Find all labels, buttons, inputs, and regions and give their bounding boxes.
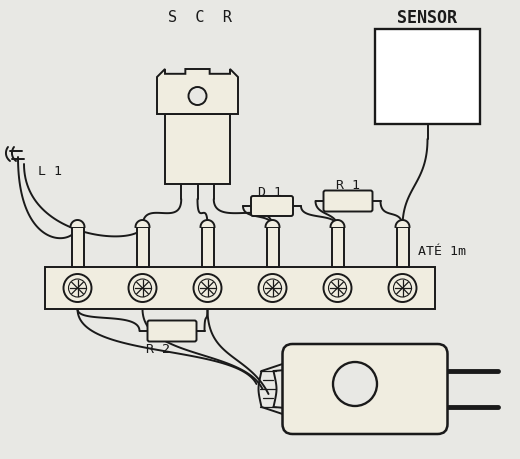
- Bar: [332, 228, 344, 268]
- Circle shape: [394, 280, 411, 297]
- Circle shape: [323, 274, 352, 302]
- Text: R 1: R 1: [336, 179, 360, 192]
- Circle shape: [333, 362, 377, 406]
- FancyBboxPatch shape: [148, 321, 197, 342]
- FancyBboxPatch shape: [251, 196, 293, 217]
- Bar: [137, 228, 149, 268]
- Wedge shape: [266, 220, 280, 228]
- Circle shape: [134, 280, 151, 297]
- Circle shape: [329, 280, 346, 297]
- Bar: [397, 228, 409, 268]
- Bar: [45, 268, 435, 309]
- Text: L 1: L 1: [38, 165, 62, 178]
- Wedge shape: [136, 220, 150, 228]
- Circle shape: [69, 280, 86, 297]
- Circle shape: [388, 274, 417, 302]
- Polygon shape: [157, 70, 238, 115]
- Circle shape: [193, 274, 222, 302]
- Bar: [202, 228, 214, 268]
- FancyBboxPatch shape: [323, 191, 372, 212]
- Circle shape: [258, 274, 287, 302]
- Wedge shape: [201, 220, 215, 228]
- Bar: [72, 228, 84, 268]
- Circle shape: [199, 280, 216, 297]
- Text: R 2: R 2: [146, 343, 170, 356]
- Circle shape: [128, 274, 157, 302]
- Circle shape: [63, 274, 92, 302]
- Wedge shape: [71, 220, 85, 228]
- Text: S  C  R: S C R: [168, 11, 232, 25]
- Text: D 1: D 1: [258, 186, 282, 199]
- Bar: [165, 115, 230, 185]
- Bar: [375, 30, 480, 125]
- Wedge shape: [396, 220, 410, 228]
- Text: ATÉ 1m: ATÉ 1m: [418, 245, 466, 258]
- Circle shape: [189, 88, 206, 106]
- Circle shape: [264, 280, 281, 297]
- Text: SENSOR: SENSOR: [397, 9, 457, 27]
- Bar: [267, 228, 279, 268]
- Wedge shape: [331, 220, 345, 228]
- FancyBboxPatch shape: [282, 344, 448, 434]
